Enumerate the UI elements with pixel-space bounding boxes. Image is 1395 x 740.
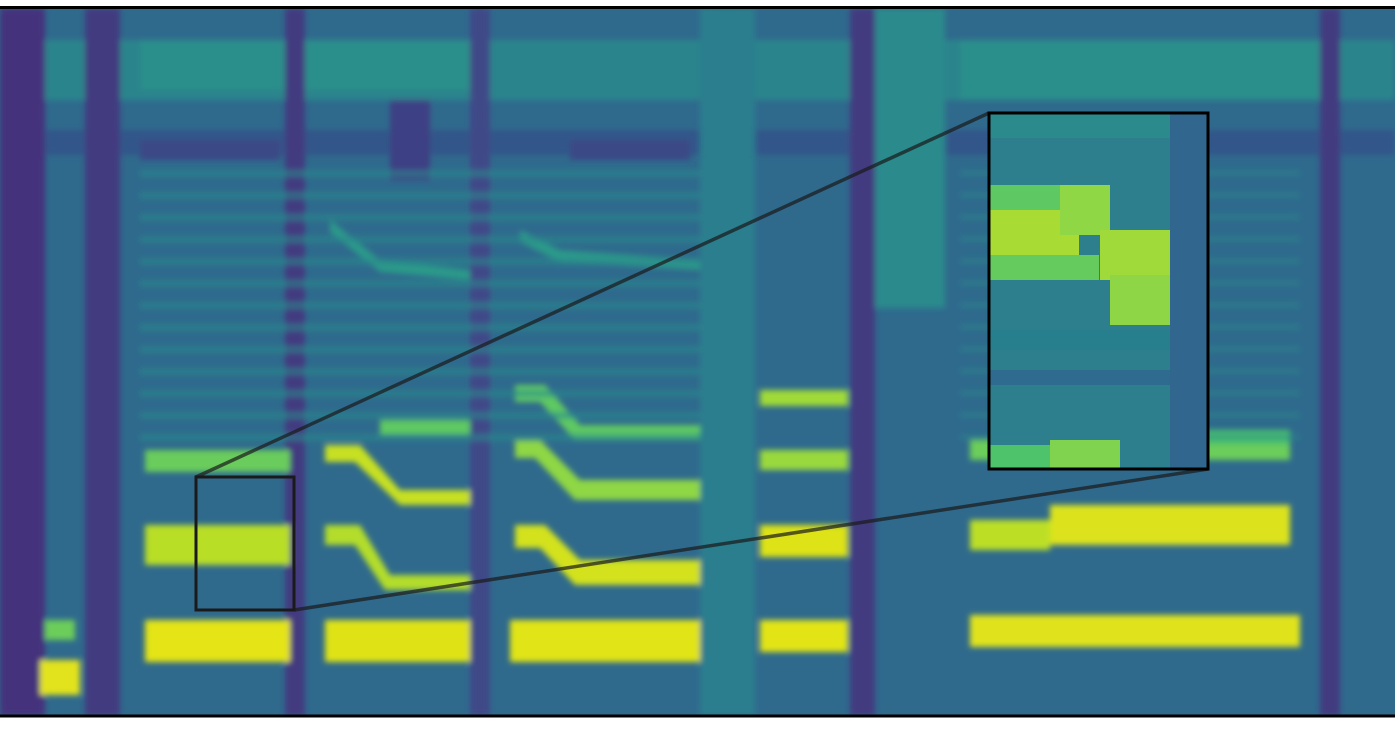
- harmonic-stripe: [140, 302, 700, 309]
- energy-band: [515, 385, 700, 440]
- energy-band: [700, 8, 755, 716]
- energy-band: [325, 620, 470, 662]
- zoom-inset: [989, 113, 1208, 469]
- harmonic-stripe: [140, 412, 700, 419]
- harmonic-stripe: [140, 192, 700, 199]
- energy-band: [145, 620, 290, 662]
- zoom-energy-block: [1060, 185, 1110, 235]
- harmonic-stripe: [140, 214, 700, 221]
- energy-band: [40, 660, 80, 695]
- energy-band: [85, 8, 120, 716]
- energy-band: [570, 140, 690, 160]
- energy-band: [145, 525, 290, 565]
- zoom-box: [987, 111, 1210, 471]
- harmonic-stripe: [140, 390, 700, 397]
- energy-band: [875, 8, 945, 308]
- energy-band: [380, 420, 470, 435]
- harmonic-stripe: [140, 368, 700, 375]
- harmonic-stripe: [140, 434, 700, 441]
- harmonic-stripe: [140, 170, 700, 177]
- harmonic-stripe: [140, 346, 700, 353]
- energy-band: [510, 620, 700, 662]
- energy-band: [760, 390, 848, 406]
- zoom-energy-block: [1100, 230, 1180, 280]
- energy-band: [145, 450, 290, 472]
- energy-band: [760, 450, 848, 470]
- zoom-energy-block: [1170, 113, 1208, 469]
- energy-band: [45, 620, 75, 640]
- energy-band: [850, 8, 875, 716]
- harmonic-stripe: [140, 324, 700, 331]
- zoom-energy-block: [989, 330, 1208, 350]
- energy-band: [960, 40, 1320, 100]
- harmonic-stripe: [140, 280, 700, 287]
- energy-band: [330, 220, 470, 280]
- energy-band: [140, 140, 280, 160]
- harmonic-stripe: [140, 236, 700, 243]
- harmonic-stripe: [140, 258, 700, 265]
- energy-band: [970, 520, 1050, 550]
- zoom-source-box: [194, 475, 296, 612]
- energy-band: [325, 525, 470, 590]
- energy-band: [0, 8, 45, 716]
- zoom-connector: [195, 111, 990, 479]
- energy-band: [1320, 8, 1340, 716]
- energy-band: [515, 440, 700, 500]
- energy-band: [470, 8, 490, 716]
- zoom-energy-block: [989, 370, 1208, 385]
- energy-band: [760, 620, 848, 652]
- energy-band: [325, 445, 470, 505]
- energy-band: [390, 100, 430, 180]
- zoom-connector: [293, 467, 1209, 612]
- zoom-energy: [989, 113, 1208, 469]
- energy-band: [970, 615, 1300, 647]
- energy-band: [1050, 505, 1290, 545]
- zoom-energy-block: [1050, 440, 1120, 469]
- zoom-energy-block: [989, 255, 1099, 280]
